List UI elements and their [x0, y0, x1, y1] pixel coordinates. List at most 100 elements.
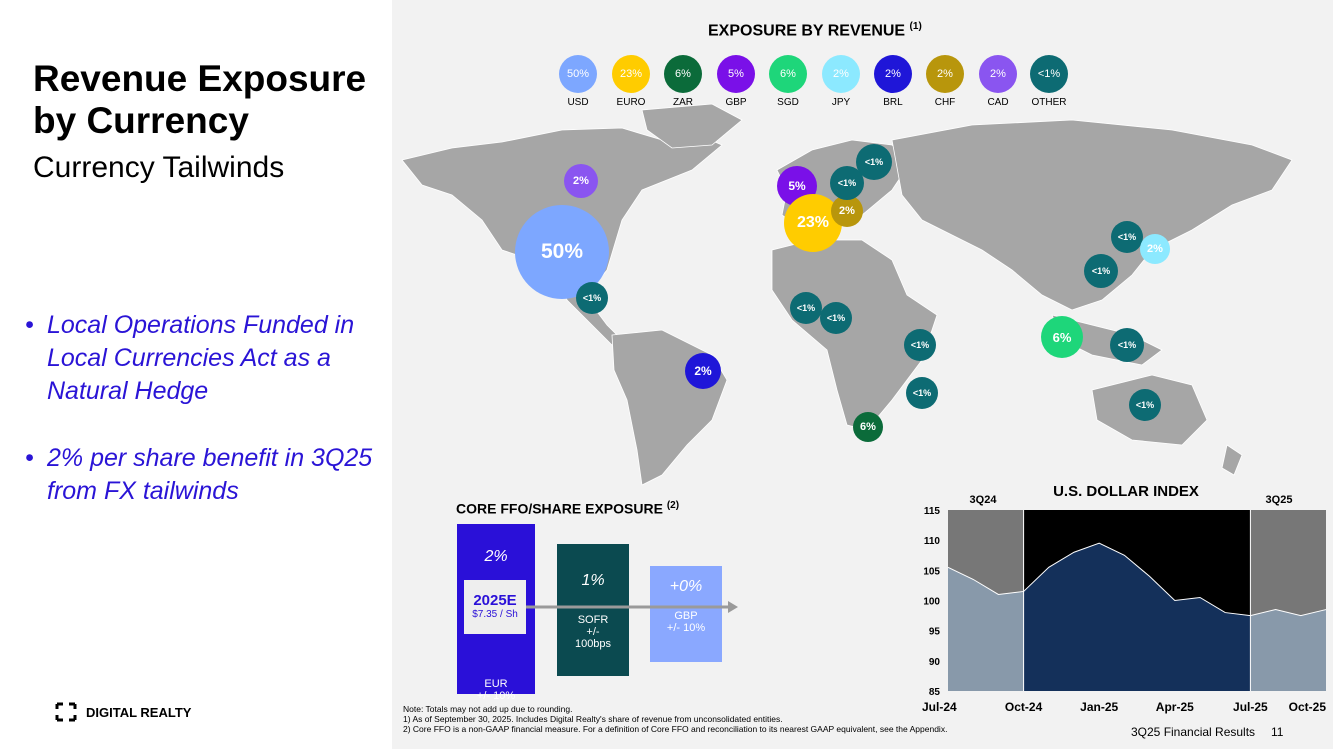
- area-segment: [948, 567, 1024, 691]
- legend-item-chf: 2% CHF: [920, 55, 970, 108]
- map-bubble-sgd: 6%: [1041, 316, 1083, 358]
- bullet-2: • 2% per share benefit in 3Q25 from FX ta…: [25, 442, 385, 512]
- legend-circle: 50%: [559, 55, 597, 93]
- map-bubble-other: <1%: [820, 302, 852, 334]
- map-bubble-other: <1%: [856, 144, 892, 180]
- note-2: 2) Core FFO is a non-GAAP financial meas…: [403, 724, 948, 734]
- ffo-bar-pct: +0%: [669, 578, 703, 595]
- ffo-bar-name: EUR: [484, 678, 508, 690]
- y-tick-label: 110: [924, 536, 941, 547]
- legend-item-brl: 2% BRL: [868, 55, 918, 108]
- y-tick-label: 85: [929, 687, 941, 698]
- y-tick-label: 90: [929, 657, 941, 668]
- y-tick-label: 115: [924, 506, 941, 517]
- ffo-arrow: [525, 601, 738, 613]
- map-bubble-other: <1%: [1110, 328, 1144, 362]
- legend-item-cad: 2% CAD: [973, 55, 1023, 108]
- ffo-title-text: CORE FFO/SHARE EXPOSURE: [456, 500, 663, 517]
- map-bubble-other: <1%: [1129, 389, 1161, 421]
- legend-label: GBP: [725, 97, 747, 108]
- legend-label: EURO: [616, 97, 646, 108]
- page-subtitle: Currency Tailwinds: [33, 151, 285, 184]
- ffo-bar-name: GBP: [674, 610, 698, 622]
- bullet-2-text: 2% per share benefit in 3Q25 from FX tai…: [47, 444, 373, 505]
- ffo-center-label: 2025E: [473, 592, 517, 609]
- legend-item-gbp: 5% GBP: [711, 55, 761, 108]
- africa-shape: [771, 239, 938, 431]
- legend-label: OTHER: [1031, 97, 1067, 108]
- ffo-center-box: 2025E $7.35 / Sh: [464, 580, 526, 634]
- x-tick-label: Jul-25: [1233, 700, 1268, 714]
- greenland-shape: [641, 103, 743, 149]
- new-zealand-shape: [1221, 444, 1243, 476]
- map-bubble-other: <1%: [576, 282, 608, 314]
- note-1: 1) As of September 30, 2025. Includes Di…: [403, 714, 783, 724]
- legend-circle: 2%: [874, 55, 912, 93]
- legend-circle: 6%: [769, 55, 807, 93]
- legend-circle: <1%: [1030, 55, 1068, 93]
- ffo-bar-range: +/- 10%: [666, 622, 706, 634]
- legend-circle: 23%: [612, 55, 650, 93]
- legend-item-usd: 50% USD: [553, 55, 603, 108]
- ffo-bar-range: +/- 10%: [476, 690, 516, 702]
- footer-text: 3Q25 Financial Results: [1131, 725, 1256, 739]
- ffo-bar-range2: 100bps: [574, 638, 612, 650]
- period-label-3q24: 3Q24: [970, 494, 998, 506]
- x-tick-label: Jan-25: [1080, 700, 1118, 714]
- ffo-footnote-ref: (2): [666, 500, 680, 511]
- logo-text: DIGITAL REALTY: [86, 704, 192, 720]
- ffo-bar-sofr: 1% SOFR +/- 100bps: [557, 544, 629, 676]
- page-title: Revenue Exposure by Currency: [33, 58, 367, 141]
- legend-item-euro: 23% EURO: [606, 55, 656, 108]
- map-bubble-brl: 2%: [685, 353, 721, 389]
- map-bubble-cad: 2%: [564, 164, 598, 198]
- left-panel: [0, 0, 392, 749]
- period-label-3q25: 3Q25: [1266, 494, 1293, 506]
- ffo-bar-range: +/-: [586, 626, 600, 638]
- map-bubble-zar: 6%: [853, 412, 883, 442]
- logo-mark-icon: [55, 702, 77, 722]
- legend-circle: 2%: [822, 55, 860, 93]
- legend-label: CAD: [987, 97, 1009, 108]
- exposure-footnote-ref: (1): [909, 21, 922, 32]
- map-bubble-jpy: 2%: [1140, 234, 1170, 264]
- legend-label: SGD: [777, 97, 799, 108]
- area-segment: [1250, 609, 1326, 691]
- legend-item-jpy: 2% JPY: [816, 55, 866, 108]
- legend-circle: 6%: [664, 55, 702, 93]
- legend-label: ZAR: [673, 97, 693, 108]
- legend-label: JPY: [831, 97, 851, 108]
- ffo-bar-pct: 1%: [581, 572, 605, 589]
- legend-item-sgd: 6% SGD: [763, 55, 813, 108]
- map-bubble-other: <1%: [830, 166, 864, 200]
- bullet-1: • Local Operations Funded in Local Curren…: [25, 309, 385, 409]
- ffo-center-value: $7.35 / Sh: [472, 609, 518, 620]
- map-bubble-other: <1%: [906, 377, 938, 409]
- dxy-chart: 115 110 105 100 95 90 85 Jul-24 Oct-24 Jan-25 Apr-…: [922, 483, 1327, 714]
- map-bubble-other: <1%: [790, 292, 822, 324]
- legend-label: USD: [567, 97, 589, 108]
- map-bubble-other: <1%: [904, 329, 936, 361]
- x-tick-label: Oct-24: [1005, 700, 1043, 714]
- x-tick-label: Jul-24: [922, 700, 957, 714]
- legend-item-other: <1% OTHER: [1024, 55, 1074, 108]
- ffo-bar-pct: 2%: [484, 548, 508, 565]
- logo: DIGITAL REALTY: [55, 702, 191, 722]
- legend-label: CHF: [934, 97, 956, 108]
- ffo-bar-name: SOFR: [577, 614, 609, 626]
- legend-circle: 5%: [717, 55, 755, 93]
- note-0: Note: Totals may not add up due to round…: [403, 704, 573, 714]
- legend-circle: 2%: [979, 55, 1017, 93]
- map-bubble-chf: 2%: [831, 195, 863, 227]
- ffo-title: CORE FFO/SHARE EXPOSURE (2): [456, 500, 679, 517]
- exposure-title: EXPOSURE BY REVENUE (1): [708, 21, 922, 40]
- bullet-1-text: Local Operations Funded in Local Currenc…: [47, 311, 355, 405]
- series-line: [947, 542, 1327, 617]
- ffo-bar-gbp: +0% GBP +/- 10%: [650, 566, 722, 662]
- x-tick-label: Apr-25: [1156, 700, 1194, 714]
- chart-title: U.S. DOLLAR INDEX: [1053, 483, 1199, 500]
- legend-item-zar: 6% ZAR: [658, 55, 708, 108]
- south-america-shape: [611, 329, 728, 486]
- map-bubble-other: <1%: [1111, 221, 1143, 253]
- x-tick-label: Oct-25: [1289, 700, 1327, 714]
